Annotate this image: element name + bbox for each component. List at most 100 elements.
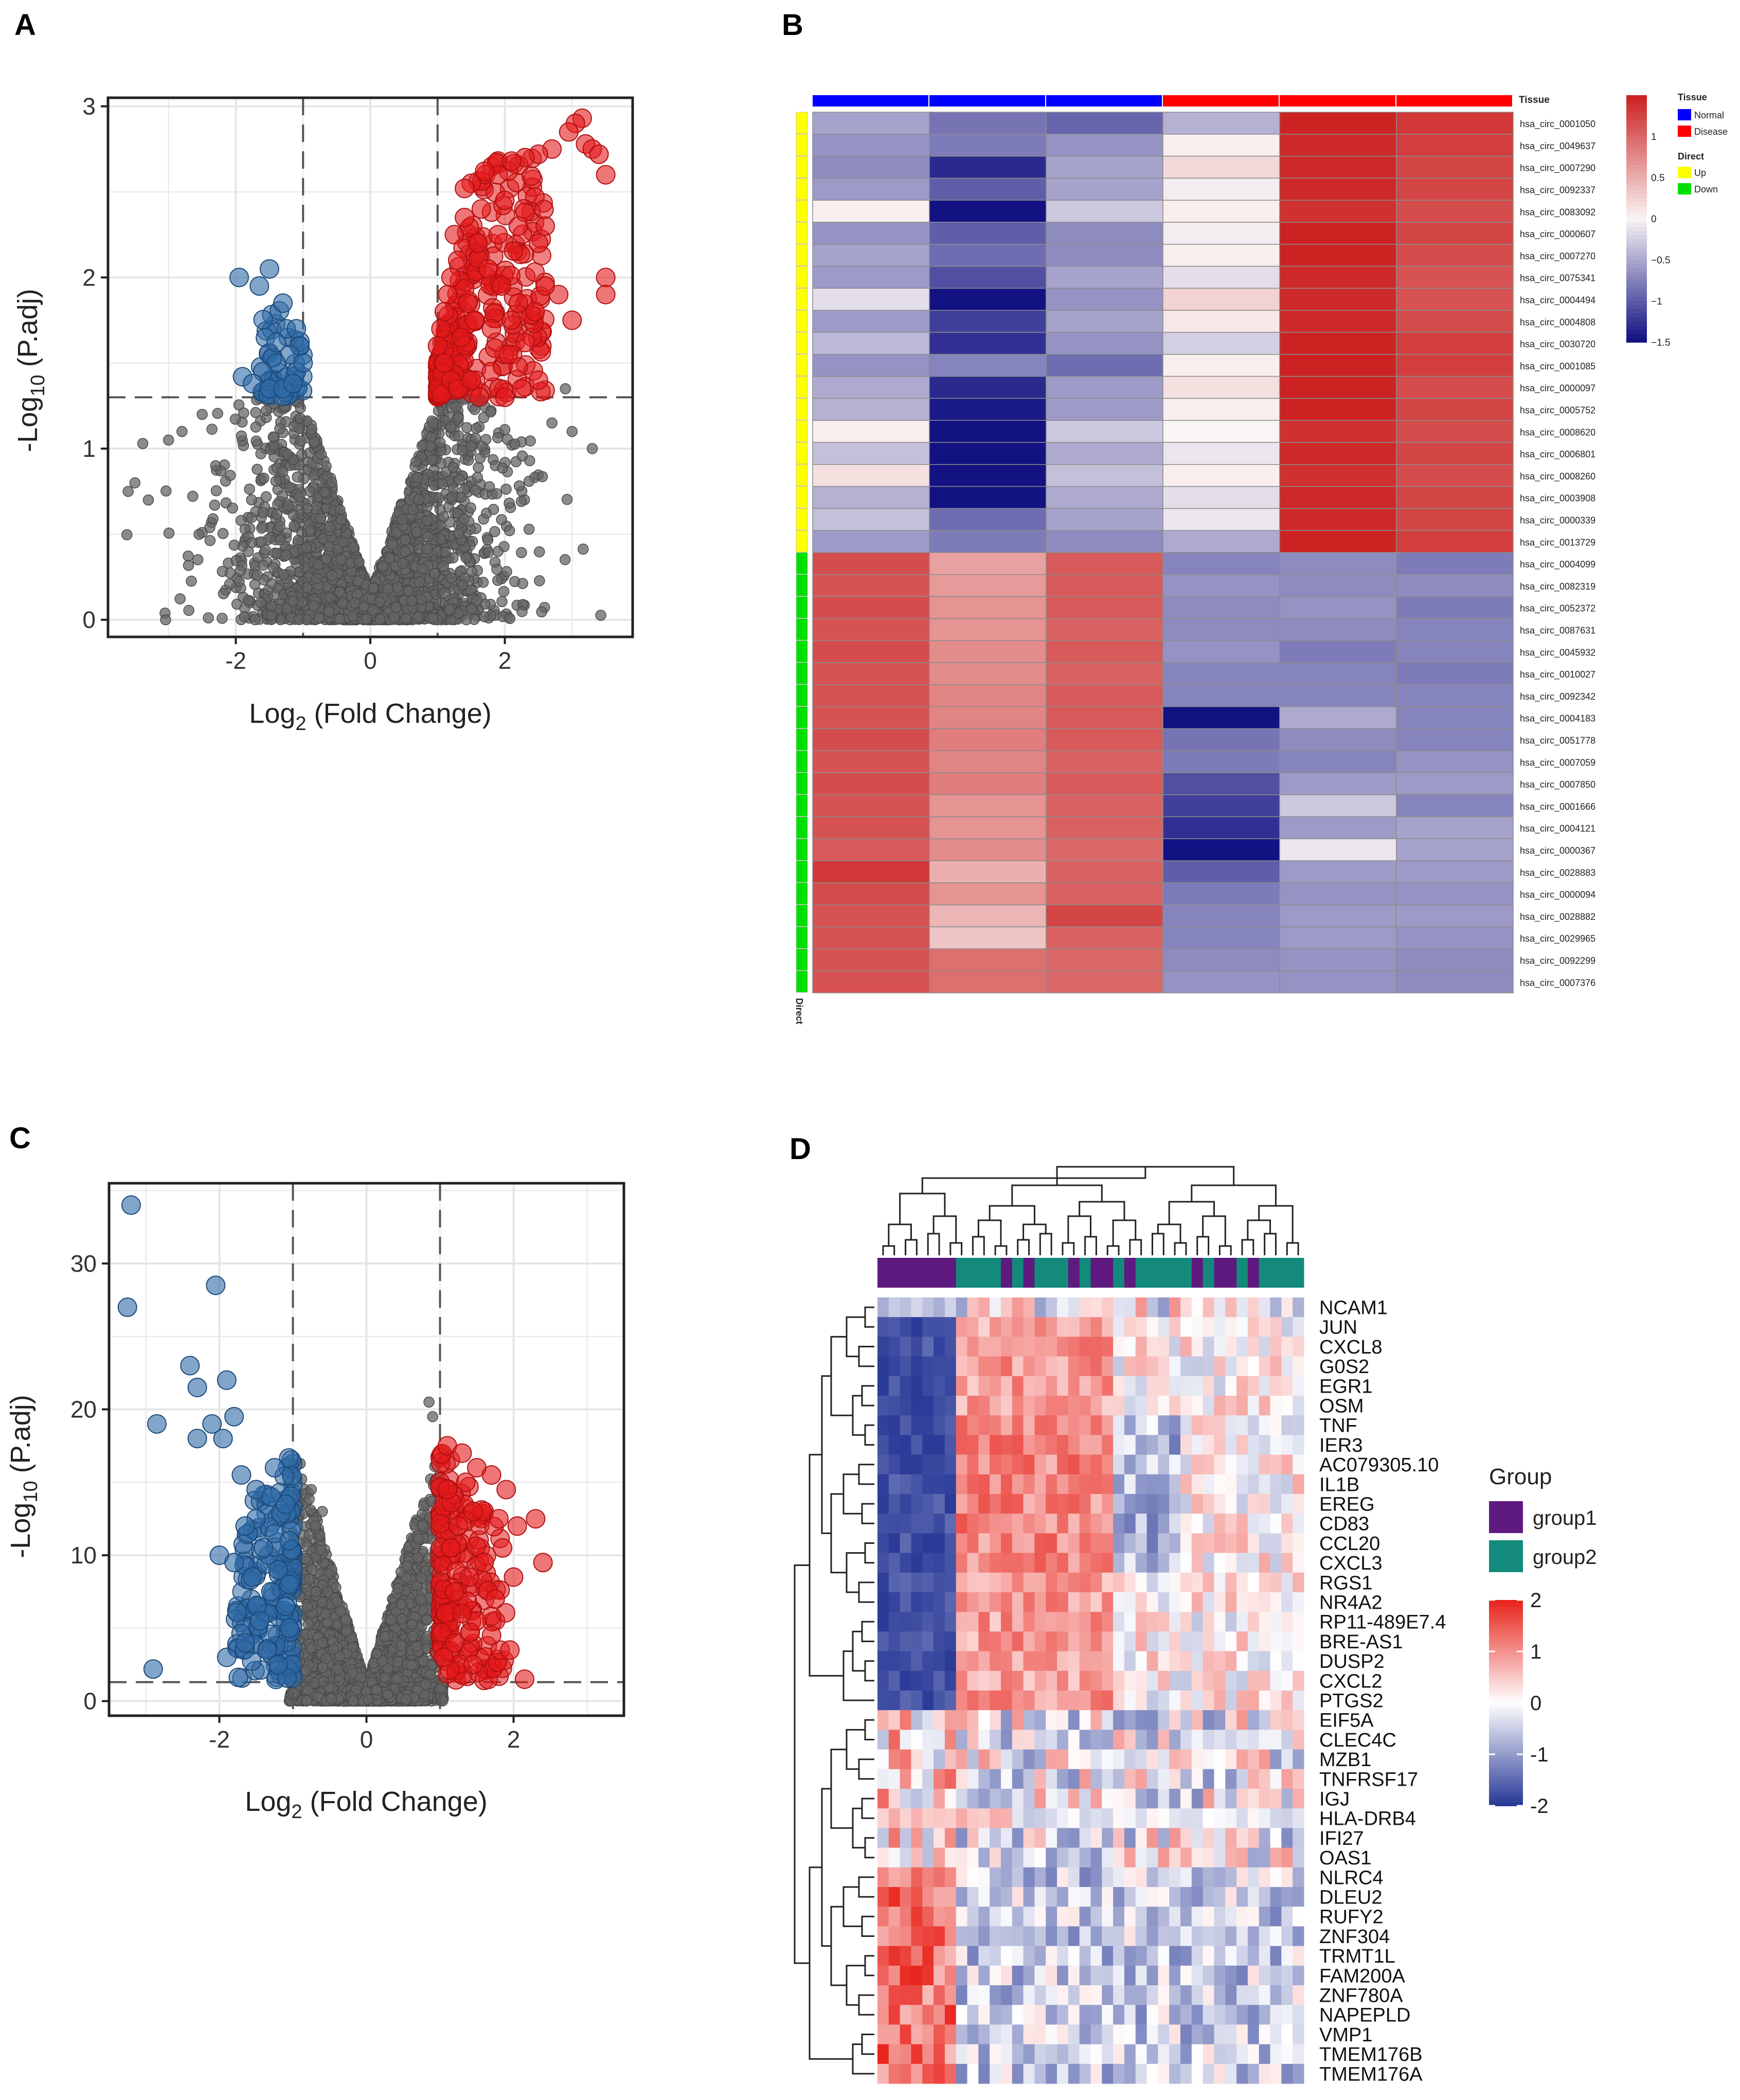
panel-a-ns-point [250,435,262,447]
panel-a-ns-point [411,526,423,538]
panel-a-ns-point [122,486,134,497]
panel-a-ns-point [478,611,490,622]
panel-label-c: C [9,1122,31,1155]
panel-a-x-tick-label: 0 [364,647,377,674]
panel-a-up-point [431,319,451,339]
panel-a-ns-point [250,406,261,418]
panel-a-ns-point [261,405,272,416]
panel-a-ns-point [472,472,483,483]
panel-a-ns-point [300,542,312,554]
panel-a-ns-point [246,537,258,548]
panel-a-up-point [589,144,609,164]
panel-a-ns-point [183,560,194,571]
panel-a-ns-point [206,423,218,435]
panel-a-ns-point [426,454,438,466]
panel-a-up-point [528,370,548,390]
panel-a-ns-point [578,543,589,555]
panel-a-ns-point [434,533,446,545]
panel-a-ns-point [509,438,521,450]
panel-a-up-point [427,336,447,356]
panel-a-ns-point [492,575,504,586]
panel-a-ns-point [457,579,469,591]
panel-a-down-point [259,259,279,279]
panel-a-ns-point [255,448,266,459]
panel-a-ns-point [281,603,293,615]
panel-a-ns-point [437,478,449,490]
panel-a-ns-point [465,440,477,452]
panel-a-ns-point [163,434,174,446]
panel-a-ns-point [313,559,324,571]
panel-a-ns-point [500,484,512,495]
panel-a-ns-point [224,578,236,590]
panel-a-ns-point [410,456,422,468]
panel-a-up-point [498,345,518,365]
panel-a-ns-point [453,528,464,540]
panel-a-down-point [249,276,270,296]
panel-a-ns-point [439,587,450,599]
panel-a-ns-point [256,536,267,547]
panel-a-ns-point [335,514,347,526]
panel-a-ns-point [217,528,229,539]
panel-a-ns-point [349,597,361,609]
panel-a-up-point [512,379,532,399]
panel-a-ns-point [492,545,504,557]
panel-a-ns-point [488,504,499,515]
panel-a-up-point [471,199,491,219]
panel-a-ns-point [326,570,338,581]
panel-a-ns-point [445,573,457,584]
panel-a-ns-point [347,610,358,622]
panel-a-up-point [562,310,582,330]
panel-a-ns-point [238,407,249,419]
panel-a-ns-point [337,537,349,548]
panel-a-ns-point [433,492,444,504]
panel-a-ns-point [209,500,221,511]
panel-a-ns-point [561,493,573,505]
panel-a-up-point [481,319,501,339]
panel-a-ns-point [334,613,346,625]
panel-a-ns-point [265,600,277,612]
panel-a-ns-point [274,534,286,546]
panel-a-ns-point [536,471,548,483]
panel-a-up-point [461,370,481,390]
panel-a-ns-point [413,494,425,505]
panel-a-up-point [528,233,548,253]
panel-a-down-point [266,332,286,352]
panel-a-ns-point [546,417,558,429]
panel-a-ns-point [324,521,335,532]
panel-a-ns-point [513,480,525,492]
panel-a-ns-point [323,606,335,617]
panel-a-ns-point [348,541,360,553]
panel-a-ns-point [272,499,283,510]
panel-a-ns-point [163,527,175,539]
panel-a-ns-point [384,553,396,564]
panel-a-ns-point [412,611,424,623]
panel-a-ns-point [260,491,272,503]
panel-a-ns-point [388,611,400,623]
panel-a-up-point [448,251,468,271]
panel-a-up-point [488,225,508,245]
panel-a-up-point [451,327,471,347]
panel-a-ns-point [483,546,494,558]
panel-a-ns-point [227,502,238,514]
panel-a-ns-point [277,466,289,477]
panel-a-ns-point [210,460,221,472]
panel-a-ns-point [525,435,536,447]
panel-a-up-point [444,225,464,245]
panel-a-ns-point [566,426,578,437]
panel-a-ns-point [485,406,496,418]
panel-a-ns-point [129,477,141,489]
panel-a-ns-point [308,600,319,612]
panel-a-nonsignificant-points [121,383,606,626]
panel-label-d: D [790,1132,811,1166]
panel-a-ns-point [489,526,500,538]
panel-a-ns-point [504,613,516,625]
panel-a-ns-point [352,575,364,587]
panel-a-up-fill-point [534,200,554,220]
panel-a-ns-point [446,491,458,503]
panel-a-ns-point [445,421,457,433]
panel-a-ns-point [517,578,528,589]
panel-a-ns-point [387,539,398,551]
panel-a-up-point [481,362,501,382]
panel-a-ns-point [121,529,133,541]
